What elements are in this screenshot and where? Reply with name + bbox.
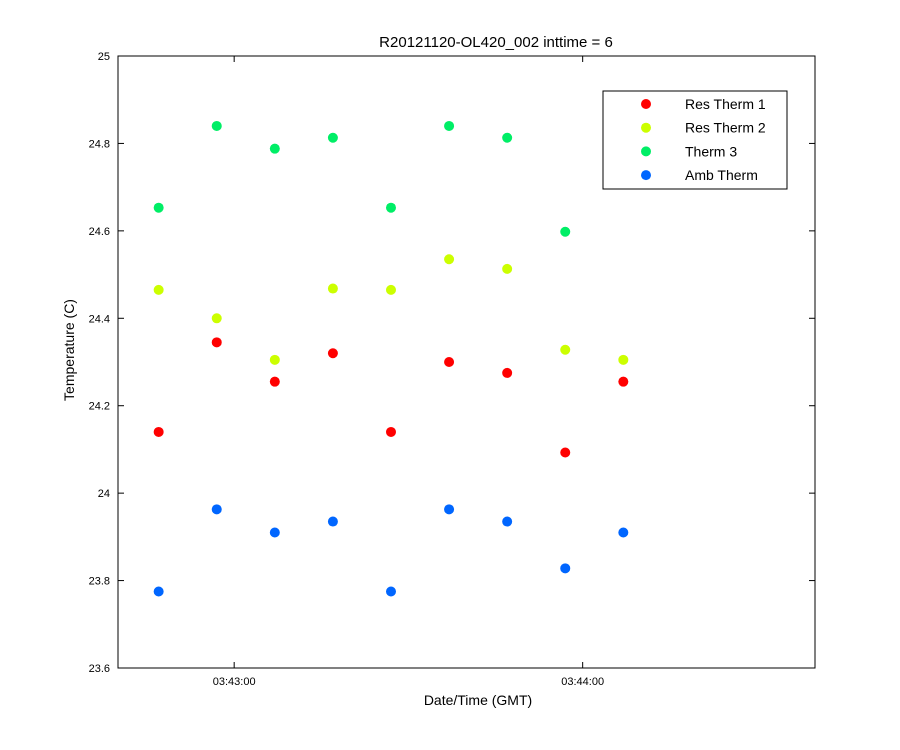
- data-point-therm-3: [502, 132, 513, 143]
- data-point-amb-therm: [385, 586, 396, 597]
- chart-title: R20121120-OL420_002 inttime = 6: [379, 34, 613, 51]
- y-tick-label: 24.8: [89, 138, 110, 150]
- legend-label-res-therm-2: Res Therm 2: [685, 120, 766, 136]
- y-axis-label: Temperature (C): [61, 299, 77, 401]
- data-point-amb-therm: [618, 527, 629, 538]
- data-point-amb-therm: [211, 504, 222, 515]
- data-point-res-therm-2: [560, 344, 571, 355]
- data-point-res-therm-2: [385, 284, 396, 295]
- y-tick-label: 24.6: [89, 226, 110, 238]
- y-tick-label: 24.2: [89, 401, 110, 413]
- legend-marker-res-therm-1: [641, 99, 651, 109]
- data-points: [153, 120, 629, 597]
- legend-label-therm-3: Therm 3: [685, 143, 737, 159]
- data-point-res-therm-2: [618, 354, 629, 365]
- data-point-therm-3: [269, 143, 280, 154]
- legend-label-res-therm-1: Res Therm 1: [685, 96, 766, 112]
- data-point-res-therm-1: [269, 376, 280, 387]
- legend-label-amb-therm: Amb Therm: [685, 167, 758, 183]
- axis-ticks: [118, 55, 815, 669]
- data-point-therm-3: [153, 202, 164, 213]
- legend-marker-res-therm-2: [641, 122, 651, 133]
- data-point-res-therm-2: [502, 263, 513, 274]
- y-tick-label: 24: [98, 488, 110, 500]
- data-point-res-therm-2: [211, 313, 222, 324]
- data-point-therm-3: [327, 132, 338, 143]
- y-tick-label: 25: [98, 51, 110, 63]
- data-point-res-therm-1: [618, 376, 629, 387]
- data-point-res-therm-2: [153, 284, 164, 295]
- data-point-res-therm-1: [385, 426, 396, 437]
- data-point-amb-therm: [560, 563, 571, 574]
- legend-marker-amb-therm: [641, 170, 651, 181]
- data-point-res-therm-1: [211, 337, 222, 348]
- data-point-amb-therm: [269, 527, 280, 538]
- legend-box: [602, 90, 788, 190]
- y-tick-label: 24.4: [89, 313, 110, 325]
- legend: Res Therm 1 Res Therm 2 Therm 3 Amb Therm: [602, 90, 788, 190]
- data-point-res-therm-1: [327, 348, 338, 359]
- x-tick-label: 03:43:00: [213, 676, 256, 688]
- data-point-res-therm-1: [153, 426, 164, 437]
- data-point-amb-therm: [153, 586, 164, 597]
- data-point-res-therm-2: [269, 354, 280, 365]
- data-point-therm-3: [444, 120, 455, 131]
- data-point-res-therm-2: [444, 254, 455, 265]
- y-tick-label: 23.6: [89, 663, 110, 675]
- data-point-amb-therm: [444, 504, 455, 515]
- data-point-res-therm-1: [560, 447, 571, 458]
- data-point-res-therm-1: [502, 367, 513, 378]
- legend-marker-therm-3: [641, 146, 651, 157]
- x-axis-label: Date/Time (GMT): [424, 692, 532, 708]
- data-point-res-therm-1: [444, 357, 455, 367]
- data-point-therm-3: [560, 226, 571, 237]
- data-point-therm-3: [385, 202, 396, 213]
- data-point-amb-therm: [327, 516, 338, 527]
- data-point-res-therm-2: [327, 283, 338, 294]
- data-point-amb-therm: [502, 516, 513, 527]
- y-tick-label: 23.8: [89, 576, 110, 588]
- x-tick-label: 03:44:00: [561, 676, 604, 688]
- axis-tick-labels: 23.6 23.8 24 24.2 24.4 24.6 24.8 25 03:43:00 03:4…: [89, 51, 605, 688]
- data-point-therm-3: [211, 120, 222, 131]
